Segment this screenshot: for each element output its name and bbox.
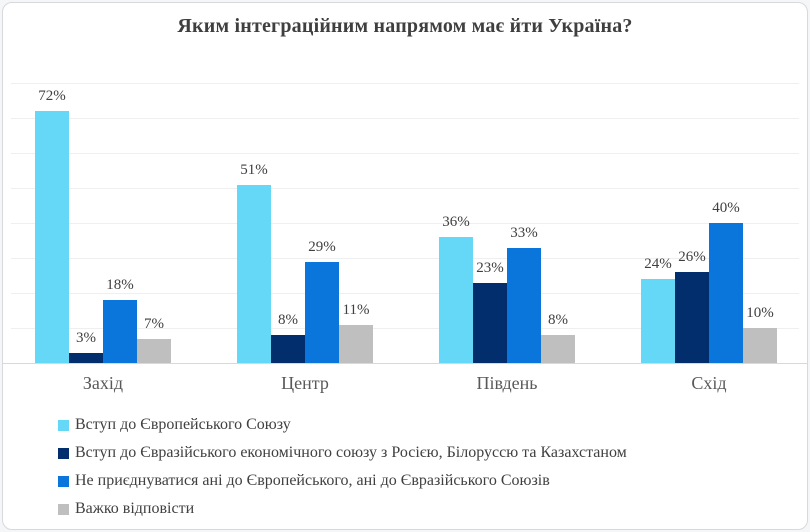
bar-data-label: 10% — [746, 305, 774, 321]
legend: Вступ до Європейського Союзу Вступ до Євр… — [58, 411, 627, 523]
bar — [473, 282, 507, 363]
legend-item: Вступ до Євразійського економічного союз… — [58, 439, 627, 467]
bar — [137, 338, 171, 363]
gridline — [11, 258, 799, 259]
gridline — [11, 188, 799, 189]
category-label: Схід — [691, 373, 727, 393]
gridline — [11, 293, 799, 294]
category-label: Центр — [281, 373, 329, 393]
bar-data-label: 51% — [240, 161, 268, 178]
bar — [541, 335, 575, 363]
bar-data-label: 8% — [278, 312, 298, 328]
x-axis-line — [3, 363, 807, 364]
bar — [743, 328, 777, 363]
bar — [305, 261, 339, 363]
legend-item: Вступ до Європейського Союзу — [58, 411, 627, 439]
category-label: Південь — [476, 373, 538, 393]
bar — [439, 237, 473, 363]
chart-title: Яким інтеграційним напрямом має йти Укра… — [177, 15, 633, 37]
gridline — [11, 328, 799, 329]
bar-data-label: 40% — [712, 200, 740, 216]
bar — [641, 279, 675, 363]
bar — [709, 223, 743, 363]
bar — [237, 184, 271, 363]
bar-data-label: 26% — [678, 249, 706, 265]
gridline — [11, 118, 799, 119]
bar — [675, 272, 709, 363]
legend-label: Вступ до Євразійського економічного союз… — [75, 444, 627, 461]
legend-swatch-icon — [58, 419, 69, 431]
bar-data-label: 7% — [144, 315, 164, 332]
bar — [339, 324, 373, 363]
plot-area: 72% 3% 18% 7% Захід 51% 8% 29% 11% Центр 36% 23% 33%… — [3, 3, 807, 529]
bar-data-label: 33% — [510, 224, 538, 241]
legend-label: Не приєднуватися ані до Європейського, а… — [75, 472, 550, 489]
bar — [271, 335, 305, 363]
gridline — [11, 153, 799, 154]
legend-label: Важко відповісти — [75, 500, 195, 517]
bar-data-label: 24% — [644, 256, 672, 272]
bar — [103, 300, 137, 363]
bar-data-label: 23% — [476, 259, 504, 276]
bar-data-label: 29% — [308, 238, 336, 255]
bar-data-label: 18% — [106, 277, 134, 293]
legend-swatch-icon — [58, 475, 69, 487]
bar-data-label: 72% — [38, 88, 66, 104]
legend-item: Не приєднуватися ані до Європейського, а… — [58, 467, 627, 495]
category-label: Захід — [82, 373, 124, 393]
legend-swatch-icon — [58, 447, 69, 459]
bar-data-label: 3% — [76, 329, 96, 346]
legend-item: Важко відповісти — [58, 495, 627, 523]
gridline — [11, 223, 799, 224]
bar — [69, 352, 103, 363]
bar — [35, 111, 69, 363]
legend-swatch-icon — [58, 503, 69, 515]
bar-data-label: 11% — [342, 301, 370, 318]
bar-data-label: 8% — [548, 312, 568, 328]
bar — [507, 247, 541, 363]
legend-label: Вступ до Європейського Союзу — [75, 416, 291, 433]
gridline — [11, 83, 799, 84]
bar-data-label: 36% — [442, 214, 470, 230]
